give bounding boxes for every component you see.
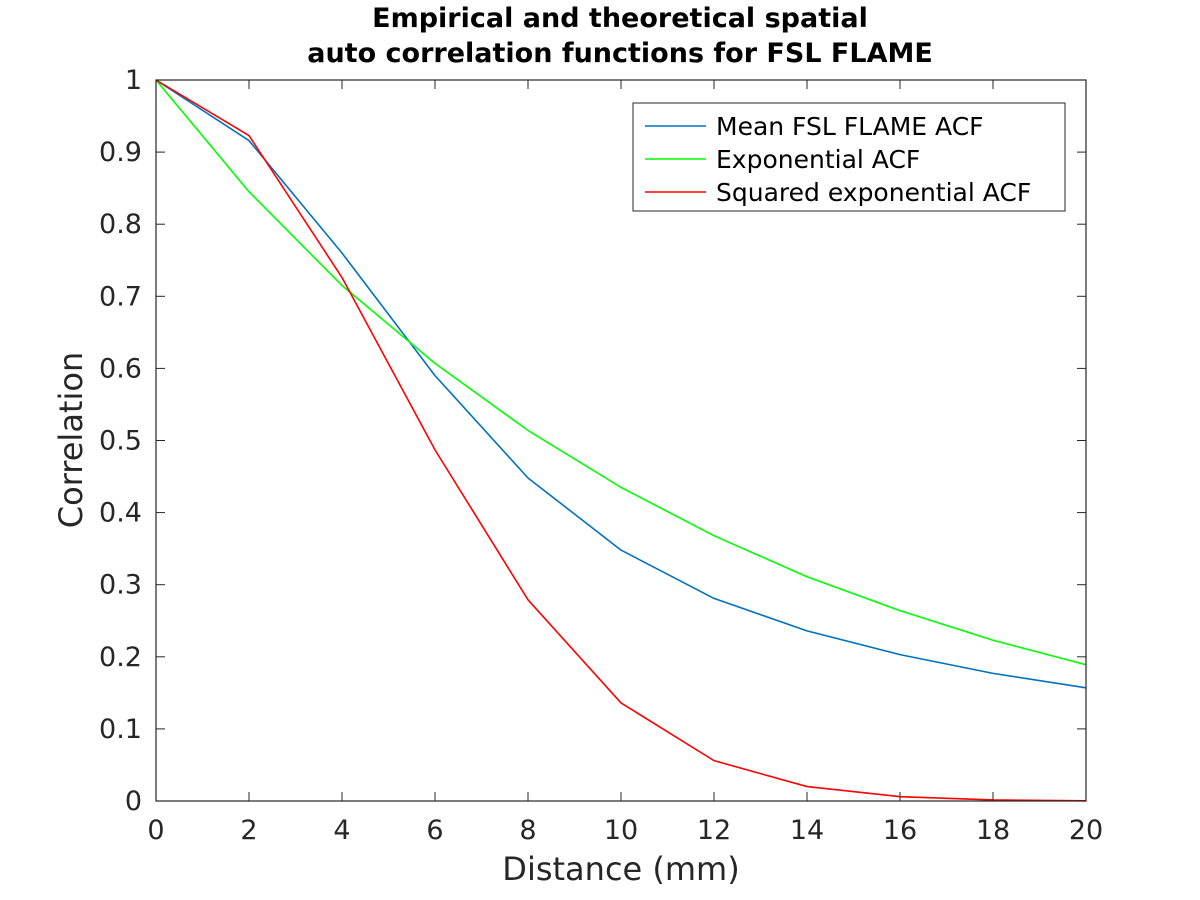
legend-box	[632, 102, 1066, 212]
x-axis-label: Distance (mm)	[502, 850, 739, 888]
axes-box	[155, 79, 1087, 802]
legend-label-3: Squared exponential ACF	[716, 178, 1031, 207]
x-tick-label: 0	[147, 815, 164, 846]
x-tick-label: 20	[1069, 815, 1103, 846]
series-line-1	[155, 79, 1087, 689]
x-tick-label: 14	[790, 815, 824, 846]
chart-title-line-1: Empirical and theoretical spatial	[372, 3, 868, 34]
legend: Mean FSL FLAME ACF Exponential ACF Squared…	[632, 102, 1066, 212]
y-tick-label: 0.9	[99, 137, 142, 168]
x-tick-label: 10	[604, 815, 638, 846]
y-tick-label: 1	[125, 65, 142, 96]
legend-label-1: Mean FSL FLAME ACF	[716, 112, 984, 141]
legend-label-2: Exponential ACF	[716, 145, 920, 174]
x-tick-label: 16	[883, 815, 917, 846]
y-tick-label: 0.8	[99, 209, 142, 240]
y-tick-label: 0.7	[99, 281, 142, 312]
y-tick-label: 0.2	[99, 642, 142, 673]
x-tick-label: 18	[976, 815, 1010, 846]
y-tick-label: 0.4	[99, 498, 142, 529]
x-tick-label: 6	[426, 815, 443, 846]
series-line-2	[155, 79, 1087, 666]
x-tick-label: 12	[697, 815, 731, 846]
series-layer	[155, 79, 1087, 802]
y-axis-label: Correlation	[52, 352, 90, 528]
tick-layer: 0 2 4 6 8 10 12 14 16 18 20 0 0.1 0.2 0.3 0.4 0.5 0.6 0.7 0…	[99, 65, 1103, 846]
y-tick-label: 0	[125, 786, 142, 817]
y-tick-label: 0.5	[99, 426, 142, 457]
chart-title-line-2: auto correlation functions for FSL FLAME	[307, 38, 933, 69]
series-line-3	[155, 79, 1087, 802]
y-tick-label: 0.6	[99, 353, 142, 384]
x-tick-label: 2	[240, 815, 257, 846]
y-tick-label: 0.3	[99, 570, 142, 601]
x-tick-label: 8	[519, 815, 536, 846]
x-tick-label: 4	[333, 815, 350, 846]
y-tick-label: 0.1	[99, 714, 142, 745]
